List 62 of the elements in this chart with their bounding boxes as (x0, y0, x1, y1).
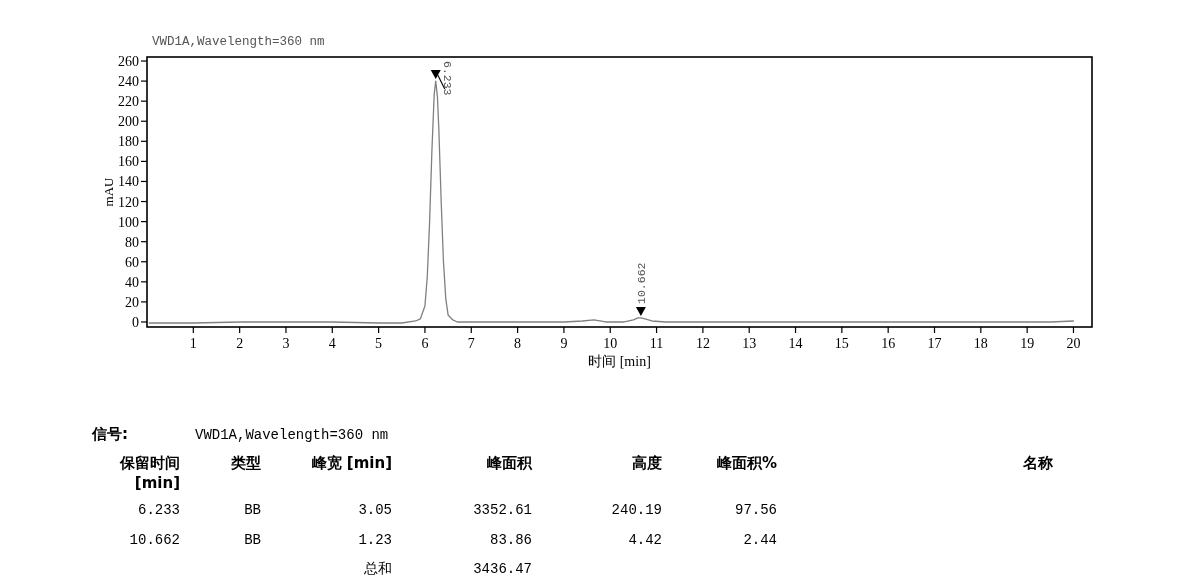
x-tick-label: 9 (560, 336, 568, 351)
text: 保留时间 [min] (119, 454, 180, 492)
x-tick-label: 16 (881, 336, 896, 351)
x-tick-label: 12 (695, 336, 710, 351)
text: 2.44 (743, 531, 777, 548)
x-tick-label: 3 (282, 336, 290, 351)
text: 3436.47 (473, 561, 532, 577)
x-tick-label: 17 (927, 336, 942, 351)
x-tick-label: 2 (236, 336, 244, 351)
annotation: 10.662 (634, 262, 648, 304)
y-tick-label: 20 (125, 294, 139, 310)
text: 3.05 (358, 502, 392, 518)
text: 峰面积 (487, 454, 533, 472)
text: 97.56 (734, 502, 777, 518)
text: 峰面积% (716, 454, 777, 472)
y-tick-label: 240 (118, 74, 139, 90)
chart-title: VWD1A,Wavelength=360 nm (152, 35, 325, 49)
y-tick-label: 40 (125, 274, 139, 290)
text: 名称 (1022, 454, 1054, 472)
text: 3352.61 (473, 502, 532, 518)
text: 峰宽 [min] (311, 454, 392, 472)
x-tick-label: 14 (788, 336, 803, 351)
x-tick-label: 10 (603, 336, 618, 351)
y-tick-label: 200 (118, 114, 139, 130)
x-tick-label: 7 (467, 336, 475, 351)
y-tick-label: 0 (132, 314, 139, 330)
x-tick-label: 19 (1020, 336, 1035, 351)
text: 83.86 (489, 531, 532, 548)
text: 10.662 (129, 531, 180, 548)
y-tick-label: 100 (118, 214, 139, 230)
text: 信号: (91, 425, 128, 443)
y-tick-label: 80 (125, 234, 139, 250)
y-tick-label: 160 (118, 154, 139, 170)
text: 类型 (230, 454, 261, 472)
text: 总和 (363, 561, 392, 577)
text: 240.19 (611, 502, 662, 518)
text: BB (244, 502, 261, 518)
x-tick-label: 1 (189, 336, 197, 351)
text: 4.42 (628, 531, 662, 548)
y-tick-label: 120 (118, 194, 139, 210)
text: VWD1A,Wavelength=360 nm (195, 427, 389, 443)
y-tick-label: 260 (118, 54, 139, 70)
x-tick-label: 13 (742, 336, 757, 351)
text: 6.233 (137, 502, 180, 518)
y-tick-label: 220 (118, 94, 139, 110)
annotation: 6.233 (440, 61, 454, 96)
x-tick-label: 20 (1066, 336, 1081, 351)
y-tick-label: 180 (118, 134, 139, 150)
x-axis-title: 时间 [min] (588, 354, 651, 369)
text: 1.23 (358, 531, 392, 548)
x-tick-label: 6 (421, 336, 429, 351)
text: 高度 (632, 454, 662, 472)
y-axis-title: mAU (101, 176, 116, 207)
x-tick-label: 11 (649, 336, 664, 351)
x-tick-label: 15 (834, 336, 849, 351)
x-tick-label: 5 (375, 336, 383, 351)
x-tick-label: 18 (973, 336, 988, 351)
text: BB (244, 531, 261, 548)
x-tick-label: 4 (328, 336, 336, 351)
y-tick-label: 60 (125, 254, 139, 270)
x-tick-label: 8 (514, 336, 522, 351)
y-tick-label: 140 (118, 174, 139, 190)
